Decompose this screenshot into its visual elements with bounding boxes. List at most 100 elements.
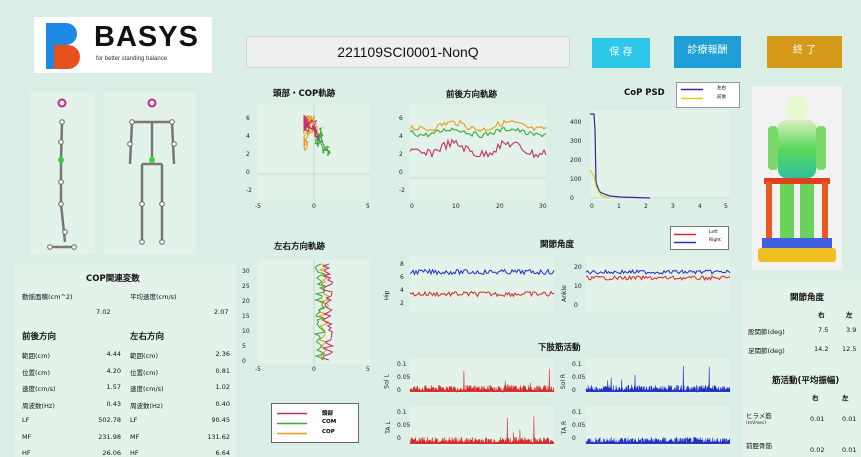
sol-r-yticks: 0.1 0.05 0 xyxy=(572,358,585,397)
hip-yticks: 8 6 4 2 xyxy=(400,258,404,310)
session-id-field[interactable]: 221109SCI0001-NonQ xyxy=(246,36,570,68)
cop-psd-yticks: 400 300 200 100 0 xyxy=(570,113,581,208)
hip-left-value: 3.9 xyxy=(846,326,857,334)
sol-l-plot xyxy=(409,358,555,394)
area-label: 動揺面積(cm^2) xyxy=(22,293,73,301)
ytick: 2 xyxy=(246,151,250,158)
ml-header: 左右方向 xyxy=(130,332,165,342)
ytick: 4 xyxy=(400,287,404,294)
ap-direction-title: 前後方向軌跡 xyxy=(446,90,498,100)
ankle-right-value: 14.2 xyxy=(814,345,829,353)
legend-swatch-ml xyxy=(681,88,703,91)
xtick: 2 xyxy=(644,203,648,210)
ankle-angle-plot xyxy=(585,256,731,312)
xtick: 5 xyxy=(366,366,370,373)
ytick: 0 xyxy=(397,435,401,442)
sol-l-label: Sol L xyxy=(383,374,391,389)
ap-row-label: 範囲(cm) xyxy=(22,352,50,360)
basys-logo-icon xyxy=(46,23,80,69)
ml-row-value: 90.45 xyxy=(211,416,230,424)
ytick: 400 xyxy=(570,119,582,126)
ytick: 0.1 xyxy=(397,409,407,416)
ytick: 8 xyxy=(400,261,404,268)
xtick: 0 xyxy=(312,366,316,373)
ytick: 0 xyxy=(572,387,576,394)
hip-right-value: 7.5 xyxy=(818,326,829,334)
ytick: 10 xyxy=(242,328,250,335)
ap-row-label: 周波数(Hz) xyxy=(22,401,55,410)
ml-row-value: 131.62 xyxy=(207,432,230,441)
ml-row-value: 6.64 xyxy=(215,449,230,457)
ap-series-line xyxy=(409,138,547,159)
ta-r-yticks: 0.1 0.05 0 xyxy=(572,406,585,445)
xtick: 5 xyxy=(724,203,728,210)
ta-right-value: 0.02 xyxy=(810,446,825,454)
xtick: 0 xyxy=(590,203,594,210)
ap-row-value: 231.98 xyxy=(98,432,121,441)
joint-table-title: 関節角度 xyxy=(790,293,825,303)
legend-swatch-com xyxy=(277,422,307,425)
sol-r-label: Sol R xyxy=(560,373,568,390)
ytick: 4 xyxy=(399,133,403,140)
ankle-axis-label: Ankle xyxy=(560,285,568,302)
ytick: 0.1 xyxy=(572,409,582,416)
end-button[interactable]: 終 了 xyxy=(767,36,842,68)
ytick: 0 xyxy=(242,358,246,365)
sol-row-unit: (mV/sec) xyxy=(746,421,767,426)
legend-label: 頭部 xyxy=(322,411,334,417)
ytick: 0.05 xyxy=(572,374,586,381)
sol-row-label: ヒラメ筋 xyxy=(746,412,772,420)
area-value: 7.02 xyxy=(96,308,111,316)
ytick: 200 xyxy=(570,157,582,164)
body-pressure-image xyxy=(752,86,842,270)
xtick: 0 xyxy=(410,203,414,210)
ytick: 0.05 xyxy=(397,374,411,381)
left-col-header: 左 xyxy=(846,311,853,319)
ankle-left-value: 12.5 xyxy=(842,345,857,353)
ap-series-line xyxy=(409,126,547,138)
legend-label: 左右 xyxy=(717,86,726,91)
ytick: 20 xyxy=(574,264,582,271)
ytick: 0.05 xyxy=(397,422,411,429)
basys-logo: BASYS for better standing balance xyxy=(34,17,212,73)
hip-row-label: 股関節(deg) xyxy=(748,328,785,336)
ytick: 0 xyxy=(572,435,576,442)
body-pressure-figure xyxy=(758,95,836,262)
ta-r-label: TA R xyxy=(561,420,569,435)
ankle-row-label: 足関節(deg) xyxy=(748,347,785,355)
ta-l-yticks: 0.1 0.05 0 xyxy=(397,406,410,445)
ytick: 15 xyxy=(242,313,250,320)
legend-swatch-head xyxy=(277,412,307,415)
ytick: -2 xyxy=(246,187,252,194)
sol-r-svg xyxy=(585,365,731,393)
ap-row-value: 1.57 xyxy=(106,383,121,391)
zero-axis xyxy=(258,104,370,200)
report-button[interactable]: 診療報酬 xyxy=(674,36,741,68)
ml-series-line xyxy=(321,263,335,361)
ytick: 4 xyxy=(246,133,250,140)
ap-direction-yticks: 6 4 2 0 -2 xyxy=(399,110,405,200)
xtick: -5 xyxy=(255,203,261,210)
cop-trajectory-title: 頭部・COP軌跡 xyxy=(273,89,336,99)
ytick: 0 xyxy=(246,169,250,176)
ytick: 0 xyxy=(570,195,574,202)
ap-direction-svg xyxy=(409,119,547,179)
legend-label: Left xyxy=(709,230,718,235)
ytick: 0.1 xyxy=(397,361,407,368)
ytick: 6 xyxy=(400,274,404,281)
cop-trajectory-yticks: 6 4 2 0 -2 xyxy=(246,110,252,200)
save-button[interactable]: 保 存 xyxy=(592,38,650,68)
trajectory-line xyxy=(303,115,320,141)
ml-series-line xyxy=(317,263,330,361)
ml-series-line xyxy=(313,263,327,361)
xtick: 0 xyxy=(312,203,316,210)
ml-row-label: 範囲(cm) xyxy=(130,352,158,360)
xtick: 3 xyxy=(671,203,675,210)
ytick: 6 xyxy=(399,115,403,122)
ap-row-label: MF xyxy=(22,432,32,441)
emg-signal-line xyxy=(409,368,555,394)
ap-series-line xyxy=(409,119,547,133)
mean-speed-value: 2.07 xyxy=(214,308,229,316)
hip-axis-label: Hip xyxy=(383,290,391,301)
logo-text: BASYS xyxy=(94,21,199,53)
